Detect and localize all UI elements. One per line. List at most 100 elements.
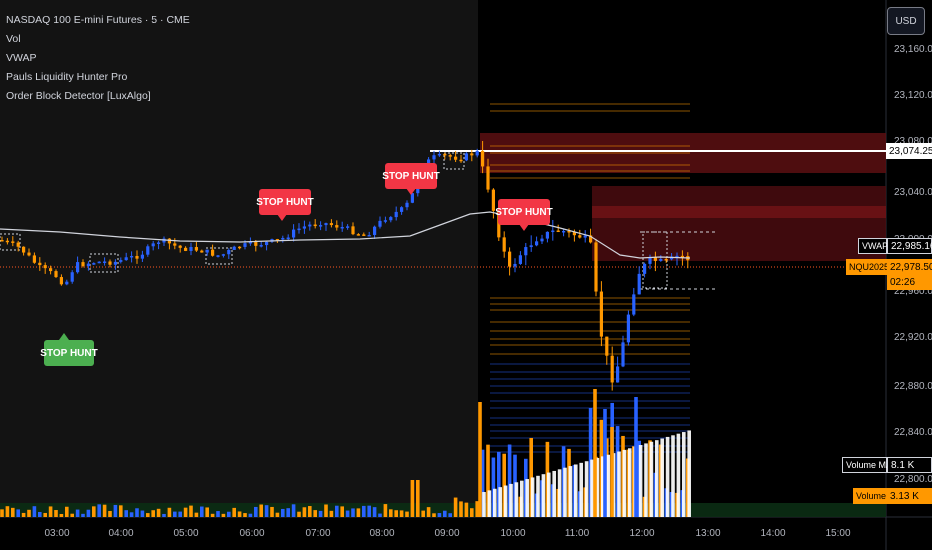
candle-body bbox=[329, 223, 333, 226]
chart-legend: NASDAQ 100 E-mini Futures · 5 · CME Vol … bbox=[6, 11, 190, 106]
candle-body bbox=[335, 225, 339, 228]
volume-ma-bar bbox=[655, 440, 659, 517]
volume-bar bbox=[383, 504, 388, 517]
volume-bar bbox=[140, 510, 145, 517]
candle-body bbox=[238, 246, 242, 249]
symbol-title[interactable]: NASDAQ 100 E-mini Futures · 5 · CME bbox=[6, 14, 190, 26]
volume-bar bbox=[275, 512, 280, 517]
candle-body bbox=[27, 252, 31, 256]
candle-body bbox=[637, 273, 641, 295]
volume-bar bbox=[634, 397, 638, 517]
volume-ma-axis-label: Volume MA bbox=[842, 457, 892, 473]
price-tick: 22,920.00 bbox=[894, 332, 932, 343]
candle-body bbox=[540, 238, 544, 242]
volume-ma-bar bbox=[498, 487, 502, 517]
volume-ma-bar bbox=[660, 438, 664, 517]
volume-bar bbox=[453, 497, 458, 517]
vwap-price-tag: 22,985.16 bbox=[887, 238, 932, 254]
candle-body bbox=[200, 250, 204, 253]
volume-bar bbox=[146, 513, 150, 517]
volume-bar bbox=[48, 506, 53, 517]
volume-bar bbox=[5, 506, 10, 517]
level-price-tag: 23,074.25 bbox=[886, 143, 932, 159]
volume-bar bbox=[313, 510, 317, 517]
vwap-axis-label: VWAP bbox=[858, 238, 888, 254]
candle-body bbox=[653, 257, 657, 261]
indicator-vol[interactable]: Vol bbox=[6, 33, 21, 45]
candle-body bbox=[194, 247, 198, 251]
candle-body bbox=[648, 257, 652, 264]
volume-bar bbox=[221, 513, 226, 517]
volume-bar bbox=[340, 506, 344, 517]
volume-bar bbox=[464, 502, 469, 517]
candle-body bbox=[248, 242, 252, 244]
volume-bar bbox=[410, 480, 415, 517]
candle-body bbox=[108, 261, 112, 265]
volume-bar bbox=[297, 511, 301, 517]
volume-ma-bar bbox=[687, 430, 691, 517]
candle-body bbox=[146, 246, 150, 255]
signal-pointer bbox=[519, 224, 529, 231]
stop-hunt-signal-bearish: STOP HUNT bbox=[382, 163, 440, 189]
volume-ma-bar bbox=[568, 466, 573, 517]
candle-body bbox=[205, 249, 209, 253]
candle-body bbox=[319, 225, 323, 227]
price-tick: 22,960.00 bbox=[894, 286, 932, 297]
candle-body bbox=[394, 211, 398, 218]
volume-bar bbox=[216, 511, 220, 517]
candle-body bbox=[589, 235, 593, 243]
volume-bar bbox=[27, 509, 31, 517]
candle-body bbox=[464, 153, 468, 161]
indicator-vwap[interactable]: VWAP bbox=[6, 52, 37, 64]
candle-body bbox=[513, 263, 517, 267]
volume-bar bbox=[470, 508, 474, 517]
candle-body bbox=[356, 234, 360, 236]
candle-body bbox=[508, 251, 512, 267]
volume-bar bbox=[59, 513, 64, 517]
volume-bar bbox=[497, 451, 501, 517]
candle-body bbox=[562, 230, 566, 233]
candle-body bbox=[680, 255, 684, 258]
volume-ma-bar bbox=[682, 432, 686, 517]
volume-bar bbox=[81, 513, 85, 517]
currency-button[interactable]: USD bbox=[887, 7, 925, 35]
candle-body bbox=[410, 193, 414, 203]
candle-body bbox=[432, 155, 436, 160]
candle-body bbox=[11, 241, 15, 243]
candle-body bbox=[475, 150, 479, 156]
volume-bar bbox=[270, 506, 274, 517]
volume-bar bbox=[0, 509, 4, 517]
volume-bar bbox=[603, 409, 607, 517]
volume-ma-bar bbox=[493, 488, 497, 517]
volume-bar bbox=[486, 444, 490, 517]
volume-bar bbox=[318, 510, 323, 517]
volume-ma-bar bbox=[617, 451, 621, 517]
candle-body bbox=[157, 242, 161, 244]
volume-bar bbox=[399, 510, 404, 517]
indicator-order-block[interactable]: Order Block Detector [LuxAlgo] bbox=[6, 90, 151, 102]
volume-bar bbox=[416, 480, 420, 517]
volume-tag: 3.13 K bbox=[887, 488, 932, 504]
volume-bar bbox=[291, 504, 296, 517]
volume-ma-tag: 8.1 K bbox=[887, 457, 932, 473]
candle-body bbox=[38, 262, 42, 266]
volume-bar bbox=[329, 510, 334, 517]
volume-bar bbox=[151, 510, 155, 517]
candle-body bbox=[605, 336, 609, 356]
volume-ma-bar bbox=[622, 449, 627, 517]
candle-body bbox=[346, 226, 350, 228]
volume-bar bbox=[189, 505, 193, 517]
candle-body bbox=[459, 159, 463, 162]
candle-body bbox=[486, 166, 490, 190]
volume-bar bbox=[38, 511, 42, 517]
candle-body bbox=[373, 226, 377, 235]
volume-bar bbox=[362, 505, 366, 517]
candle-body bbox=[362, 234, 366, 236]
volume-bar bbox=[302, 507, 307, 517]
volume-bar bbox=[394, 510, 398, 517]
order-block-box bbox=[89, 253, 119, 273]
volume-bar bbox=[351, 508, 355, 517]
volume-bar bbox=[372, 507, 377, 517]
indicator-liquidity-hunter[interactable]: Pauls Liquidity Hunter Pro bbox=[6, 71, 128, 83]
